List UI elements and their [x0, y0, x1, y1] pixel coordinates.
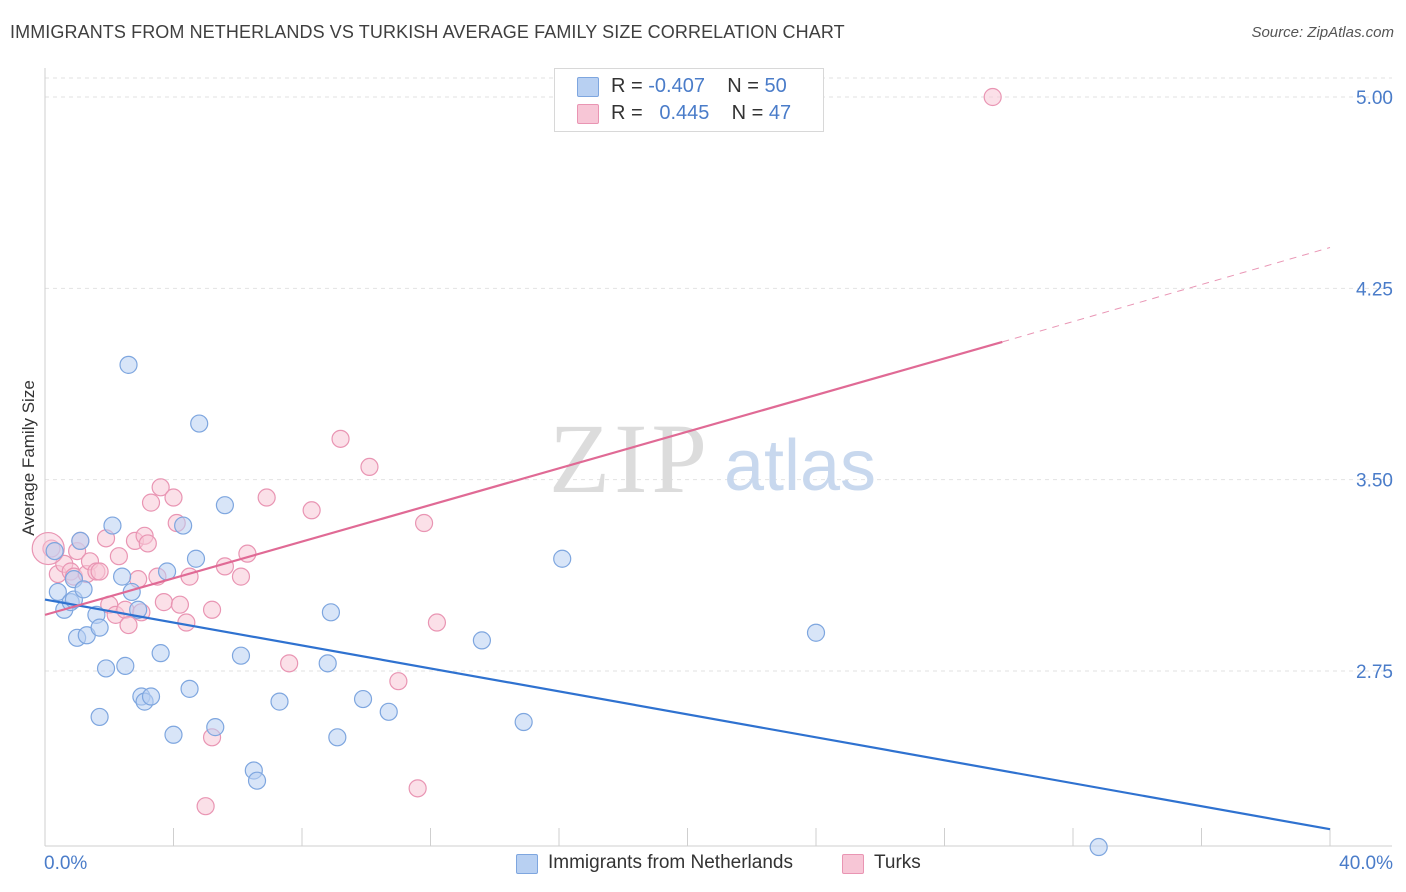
netherlands-point: [129, 600, 148, 619]
turks-point: [170, 595, 190, 614]
netherlands-point: [164, 725, 183, 744]
r-label: R =: [611, 75, 643, 97]
y-tick-label: 4.25: [1356, 279, 1393, 300]
turks-point: [302, 501, 321, 520]
stats-legend: R = -0.407 N = 50 R = 0.445 N = 47: [554, 68, 824, 132]
netherlands-point: [806, 623, 826, 642]
x-tick-label-min: 0.0%: [44, 853, 87, 874]
turks-point: [414, 513, 434, 533]
netherlands-point: [231, 646, 251, 665]
legend-label-netherlands: Immigrants from Netherlands: [548, 852, 793, 873]
turks-point: [177, 613, 196, 632]
netherlands-point: [215, 496, 234, 515]
turks-point: [360, 457, 379, 477]
watermark: ZIP atlas: [549, 403, 876, 514]
legend-label-turks: Turks: [874, 852, 921, 873]
netherlands-point: [119, 355, 138, 374]
netherlands-trend-line: [44, 598, 1331, 831]
n-value: 50: [764, 75, 787, 97]
netherlands-point: [48, 582, 67, 602]
netherlands-point: [472, 631, 491, 650]
netherlands-point: [206, 718, 225, 737]
netherlands-point: [180, 679, 199, 698]
turks-trend-line: [44, 340, 1003, 616]
series-legend: Immigrants from Netherlands Turks: [0, 852, 1406, 878]
n-label: N =: [727, 75, 759, 97]
netherlands-point: [112, 567, 132, 586]
watermark-atlas: atlas: [724, 426, 876, 506]
y-tick-label: 3.50: [1356, 471, 1393, 492]
netherlands-point: [318, 654, 337, 673]
netherlands-point: [71, 531, 90, 550]
netherlands-point: [553, 549, 572, 568]
netherlands-point: [190, 414, 209, 433]
y-axis-label: Average Family Size: [19, 380, 38, 536]
netherlands-point: [321, 603, 341, 622]
netherlands-point: [103, 516, 122, 535]
netherlands-point: [151, 644, 170, 663]
chart-title: IMMIGRANTS FROM NETHERLANDS VS TURKISH A…: [10, 22, 845, 42]
netherlands-point: [514, 712, 533, 732]
netherlands-point: [141, 687, 161, 706]
r-value: -0.407: [648, 75, 705, 97]
y-tick-label: 5.00: [1356, 88, 1393, 109]
r-value: 0.445: [659, 102, 710, 124]
turks-point: [90, 562, 109, 581]
turks-point: [231, 567, 251, 586]
tick-labels: 5.00 4.25 3.50 2.75 0.0% 40.0%: [44, 88, 1393, 874]
netherlands-point: [353, 689, 373, 709]
turks-point: [138, 534, 157, 553]
netherlands-point: [96, 659, 116, 678]
turks-point: [983, 87, 1002, 107]
pink-swatch: [577, 104, 599, 124]
trend-lines: [44, 247, 1331, 831]
turks-point: [196, 797, 215, 816]
pink-swatch: [842, 854, 864, 874]
turks-point: [164, 488, 183, 507]
x-tick-label-max: 40.0%: [1339, 853, 1393, 874]
netherlands-point: [1089, 837, 1108, 857]
netherlands-point: [328, 728, 347, 747]
netherlands-points: [45, 355, 1108, 857]
netherlands-point: [116, 656, 135, 675]
turks-point: [257, 488, 276, 507]
axes: [44, 68, 1392, 847]
netherlands-point: [90, 618, 109, 637]
turks-trend-extension: [1002, 247, 1331, 343]
netherlands-point: [379, 702, 398, 721]
turks-point: [109, 547, 128, 566]
netherlands-point: [270, 692, 289, 711]
netherlands-point: [45, 541, 64, 561]
turks-point: [408, 779, 427, 798]
blue-swatch: [577, 77, 599, 97]
netherlands-point: [90, 707, 109, 727]
turks-point: [154, 593, 173, 612]
turks-point: [389, 672, 408, 691]
turks-point: [119, 615, 138, 635]
blue-swatch: [516, 854, 538, 874]
turks-point: [427, 613, 447, 632]
n-label: N =: [731, 102, 764, 124]
netherlands-point: [186, 549, 206, 568]
turks-point: [151, 478, 170, 497]
turks-point: [180, 567, 199, 586]
source-label: Source: ZipAtlas.com: [1251, 24, 1394, 41]
netherlands-point: [247, 771, 267, 790]
turks-point: [280, 654, 299, 673]
watermark-zip: ZIP: [549, 403, 711, 514]
turks-point: [141, 493, 161, 512]
turks-point: [202, 600, 222, 619]
turks-point: [331, 429, 350, 448]
netherlands-point: [174, 516, 193, 535]
n-value: 47: [768, 102, 792, 124]
y-tick-label: 2.75: [1356, 662, 1393, 683]
r-label: R =: [611, 102, 643, 124]
netherlands-point: [74, 580, 93, 599]
